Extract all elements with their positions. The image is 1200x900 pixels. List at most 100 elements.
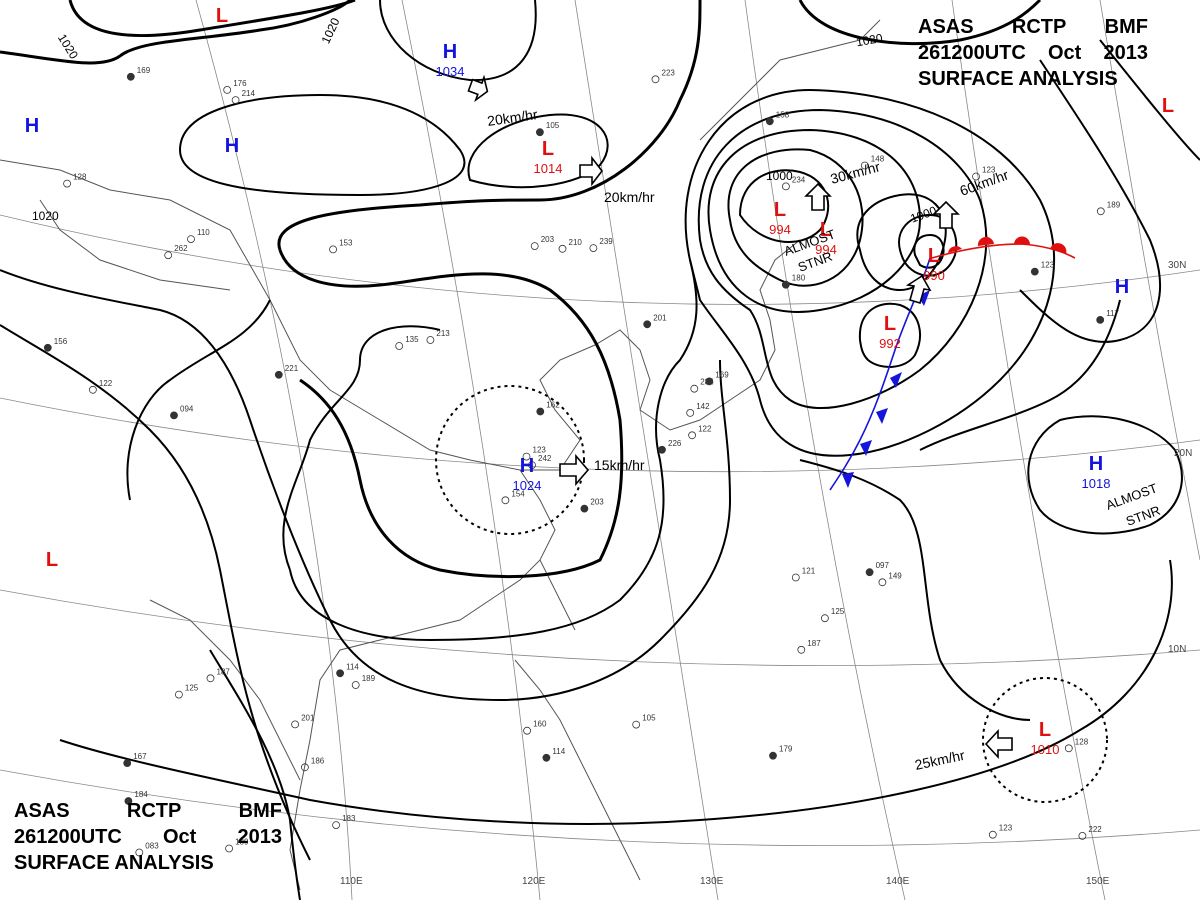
station-value: 160 bbox=[533, 720, 547, 729]
motion-label: 15km/hr bbox=[594, 457, 645, 473]
high-pressure-symbol: H bbox=[520, 455, 534, 477]
station-circle bbox=[797, 645, 806, 654]
isobar-label: 1020 bbox=[319, 15, 343, 45]
year: 2013 bbox=[237, 826, 283, 848]
forecast-circle-high bbox=[435, 385, 585, 535]
station-value: 114 bbox=[552, 747, 565, 756]
motion-arrow bbox=[984, 728, 1013, 760]
station-value: 213 bbox=[436, 329, 450, 338]
motion-arrow bbox=[559, 453, 590, 487]
station-value: 223 bbox=[662, 68, 676, 77]
station-value: 114 bbox=[346, 662, 359, 671]
isobar-label: 1000 bbox=[909, 203, 939, 225]
station-value: 180 bbox=[792, 274, 806, 283]
cold-front-pip bbox=[876, 408, 888, 424]
station-value: 105 bbox=[546, 121, 560, 130]
station-value: 189 bbox=[235, 838, 249, 847]
station-circle bbox=[174, 690, 183, 699]
station-circle bbox=[123, 759, 132, 767]
product-title: SURFACE ANALYSIS bbox=[918, 68, 1118, 90]
station-value: 158 bbox=[776, 110, 790, 119]
station-value: 123 bbox=[533, 446, 547, 455]
chart-header-bottom: ASAS RCTP BMF 261200UTC Oct 2013 SURFACE… bbox=[14, 798, 282, 876]
station-value: 148 bbox=[871, 155, 885, 164]
station-circle bbox=[274, 370, 283, 379]
station-value: 125 bbox=[185, 684, 199, 693]
station-value: 189 bbox=[1107, 200, 1121, 209]
station-value: 169 bbox=[137, 66, 151, 75]
status-label: STNR bbox=[1124, 503, 1162, 529]
cold-front-pip bbox=[890, 372, 902, 388]
station-circle bbox=[686, 408, 695, 417]
station-circle bbox=[300, 763, 309, 772]
station-circle bbox=[206, 674, 215, 683]
pressure-value: 1018 bbox=[1082, 476, 1111, 491]
agency-code: ASAS bbox=[14, 800, 70, 822]
station-circle bbox=[332, 821, 341, 829]
pressure-value: 992 bbox=[879, 336, 901, 351]
station-circle bbox=[865, 568, 874, 577]
station-value: 189 bbox=[362, 674, 376, 683]
station-value: 214 bbox=[242, 89, 256, 98]
station-value: 122 bbox=[698, 424, 712, 433]
cold-front-pip bbox=[842, 472, 854, 488]
station-circle bbox=[643, 320, 652, 329]
station-circle bbox=[860, 161, 869, 170]
station-circle bbox=[688, 431, 696, 440]
station-circle bbox=[336, 669, 345, 678]
station-circle bbox=[536, 407, 545, 416]
low-pressure-symbol: L bbox=[46, 549, 58, 571]
station-value: 122 bbox=[99, 379, 113, 388]
station-circle bbox=[126, 72, 135, 81]
station-circle bbox=[972, 172, 980, 181]
station-value: 201 bbox=[653, 313, 667, 322]
latitude-label: 10N bbox=[1168, 644, 1186, 655]
isobar-labels: 1020 1020 1020 1020 1000 1000 bbox=[32, 15, 939, 225]
issuer-code: BMF bbox=[1104, 16, 1148, 38]
station-value: 153 bbox=[339, 238, 353, 247]
station-circle bbox=[501, 496, 510, 505]
longitude-label: 120E bbox=[522, 876, 546, 887]
station-plots bbox=[43, 72, 1105, 857]
pressure-value: 1014 bbox=[534, 161, 563, 176]
station-value: 128 bbox=[1075, 737, 1089, 746]
station-values: 203 262 242 167 284 189 158 239 234 226 214 222 094 1… bbox=[54, 66, 1121, 851]
station-value: 094 bbox=[180, 404, 194, 413]
station-circle bbox=[1030, 267, 1039, 276]
motion-label: 25km/hr bbox=[913, 747, 966, 773]
low-pressure-symbol: L bbox=[1162, 95, 1174, 117]
station-circle bbox=[170, 411, 178, 420]
station-value: 097 bbox=[876, 561, 890, 570]
station-value: 121 bbox=[802, 567, 816, 576]
pressure-value: 1034 bbox=[436, 64, 465, 79]
station-circle bbox=[705, 377, 714, 386]
cold-front-pip bbox=[860, 440, 872, 456]
warm-front-pip bbox=[1014, 236, 1031, 245]
pressure-value: 994 bbox=[815, 242, 837, 257]
station-circle bbox=[395, 342, 404, 350]
motion-label: 20km/hr bbox=[486, 106, 539, 129]
station-value: 183 bbox=[342, 814, 356, 823]
station-value: 169 bbox=[715, 370, 729, 379]
station-value: 105 bbox=[642, 714, 656, 723]
station-circle bbox=[988, 830, 997, 839]
station-circle bbox=[164, 251, 173, 260]
station-value: 222 bbox=[1088, 825, 1102, 834]
station-value: 149 bbox=[888, 571, 902, 580]
longitude-label: 140E bbox=[886, 876, 910, 887]
station-code: RCTP bbox=[126, 800, 182, 822]
year: 2013 bbox=[1103, 42, 1149, 64]
station-value: 203 bbox=[590, 498, 604, 507]
station-value: 284 bbox=[700, 378, 714, 387]
station-value: 162 bbox=[546, 401, 560, 410]
station-circle bbox=[1078, 832, 1087, 840]
station-circle bbox=[658, 445, 666, 454]
high-pressure-symbol: H bbox=[1115, 276, 1129, 298]
station-value: 184 bbox=[134, 790, 148, 799]
station-circle bbox=[765, 117, 774, 126]
station-circle bbox=[690, 384, 699, 393]
station-value: 128 bbox=[73, 173, 87, 182]
station-circle bbox=[329, 245, 338, 254]
